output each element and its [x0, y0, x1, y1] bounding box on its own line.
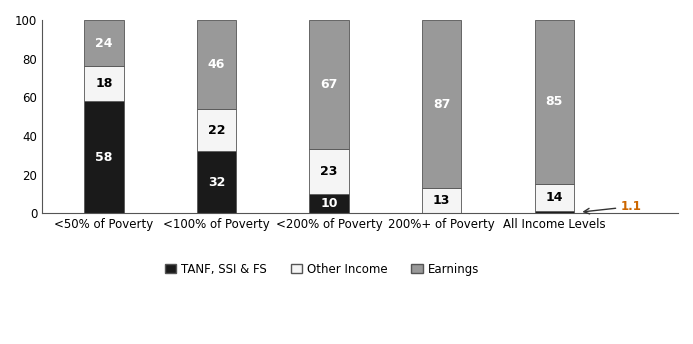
- Text: 85: 85: [545, 95, 563, 108]
- Bar: [422, 20, 462, 188]
- Bar: [422, 188, 462, 213]
- Text: 14: 14: [545, 191, 563, 204]
- Text: 58: 58: [96, 151, 113, 164]
- Legend: TANF, SSI & FS, Other Income, Earnings: TANF, SSI & FS, Other Income, Earnings: [160, 258, 484, 280]
- Bar: [85, 66, 124, 101]
- Text: 13: 13: [433, 194, 450, 207]
- Text: 18: 18: [96, 77, 113, 90]
- Text: 22: 22: [208, 123, 225, 137]
- Text: 1.1: 1.1: [584, 200, 642, 214]
- Text: 87: 87: [433, 98, 450, 110]
- Bar: [85, 20, 124, 66]
- Text: 23: 23: [320, 165, 337, 178]
- Text: 46: 46: [208, 58, 225, 71]
- Bar: [309, 194, 349, 213]
- Bar: [534, 20, 574, 184]
- Text: 67: 67: [320, 78, 337, 91]
- Bar: [534, 211, 574, 213]
- Text: 10: 10: [320, 197, 338, 210]
- Bar: [309, 150, 349, 194]
- Bar: [85, 101, 124, 213]
- Bar: [309, 20, 349, 150]
- Bar: [197, 151, 236, 213]
- Bar: [197, 109, 236, 151]
- Bar: [534, 184, 574, 211]
- Bar: [197, 20, 236, 109]
- Text: 32: 32: [208, 176, 225, 189]
- Text: 24: 24: [95, 37, 113, 50]
